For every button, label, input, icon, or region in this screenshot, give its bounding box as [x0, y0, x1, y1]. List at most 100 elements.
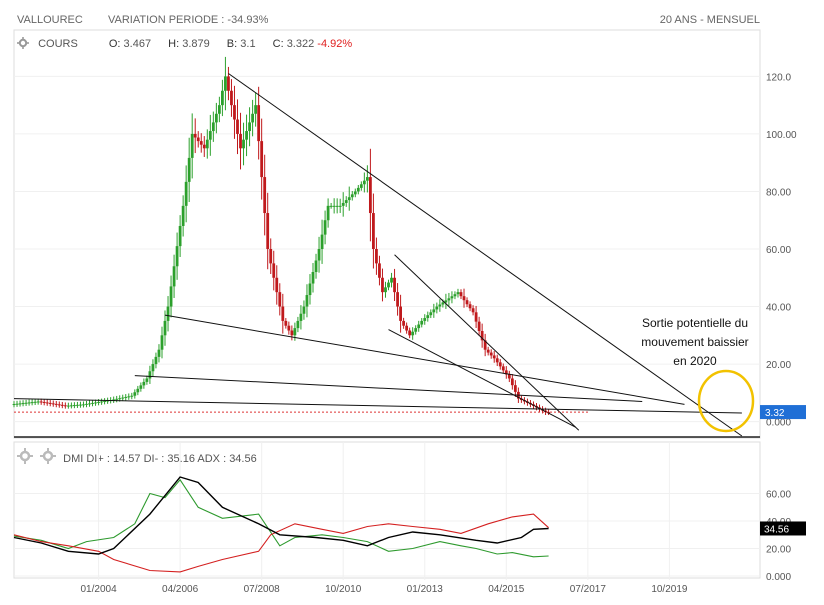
candle-body — [456, 292, 460, 295]
candle-body — [157, 349, 161, 357]
candle-body — [489, 352, 493, 356]
candle-body — [305, 295, 309, 307]
candle-body — [338, 205, 342, 207]
candle-body — [193, 133, 197, 138]
x-tick-label: 01/2004 — [80, 584, 117, 595]
candle-body — [504, 370, 508, 375]
candle-body — [507, 374, 511, 379]
diplus-value: 14.57 — [112, 453, 141, 465]
variation-label: VARIATION PERIODE : — [108, 14, 225, 26]
price-y-tick-label: 60.00 — [766, 245, 791, 256]
candle-body — [115, 398, 119, 400]
di-minus-line — [13, 513, 549, 573]
candle-body — [272, 263, 276, 278]
candle-body — [353, 191, 357, 195]
candle-body — [48, 402, 52, 404]
dmi-y-tick-label: 20.00 — [766, 545, 791, 556]
candle-body — [347, 197, 351, 201]
candle-body — [465, 300, 469, 305]
candle-body — [245, 131, 248, 140]
candle-body — [66, 405, 70, 407]
candle-body — [69, 405, 73, 407]
candle-body — [196, 137, 200, 142]
candle-body — [296, 320, 300, 329]
candle-body — [405, 325, 409, 331]
candle-body — [36, 401, 40, 403]
candle-body — [142, 381, 146, 386]
candle-body — [130, 395, 134, 397]
candle-body — [121, 397, 125, 399]
dmi-name: DMI — [63, 453, 84, 465]
price-series-name: COURS — [38, 38, 78, 50]
candle-body — [429, 312, 433, 316]
candle-body — [175, 246, 179, 267]
candle-body — [362, 180, 366, 185]
candle-body — [275, 277, 279, 293]
last-price-badge — [760, 405, 806, 420]
candle-body — [447, 298, 451, 301]
candle-body — [133, 392, 137, 396]
candle-body — [495, 358, 499, 363]
candle-body — [378, 263, 381, 278]
x-tick-label: 07/2017 — [570, 584, 607, 595]
candle-body — [266, 213, 270, 249]
x-tick-label: 01/2013 — [407, 584, 444, 595]
candle-body — [85, 403, 88, 405]
candle-body — [124, 396, 128, 398]
candle-body — [63, 405, 67, 407]
candle-body — [88, 403, 91, 405]
gear-icon[interactable] — [40, 448, 57, 464]
candle-body — [387, 282, 390, 288]
candle-body — [166, 306, 170, 321]
candle-body — [384, 287, 387, 293]
candle-body — [396, 292, 399, 307]
candle-body — [248, 122, 251, 132]
high-value: 3.879 — [182, 38, 210, 50]
candle-body — [103, 400, 107, 402]
candle-body — [510, 378, 514, 386]
candle-body — [91, 402, 94, 404]
candle-body — [227, 76, 230, 91]
candle-body — [148, 371, 152, 379]
price-panel-frame — [13, 29, 761, 439]
candle-body — [483, 340, 487, 350]
candle-body — [260, 141, 264, 178]
candle-body — [299, 313, 303, 321]
candle-body — [220, 90, 224, 106]
candle-body — [33, 401, 37, 403]
candle-body — [471, 308, 475, 313]
candle-body — [82, 404, 85, 406]
gear-icon[interactable] — [17, 37, 29, 49]
candle-body — [18, 403, 22, 405]
candle-body — [181, 205, 185, 226]
x-tick-label: 10/2010 — [325, 584, 362, 595]
x-tick-label: 07/2008 — [244, 584, 281, 595]
last-price-label: 3.32 — [765, 408, 785, 419]
candle-body — [57, 404, 61, 406]
candle-body — [205, 139, 209, 149]
candle-body — [154, 356, 158, 365]
period-selector[interactable]: 20 ANS - MENSUEL — [659, 14, 760, 26]
candle-body — [21, 403, 25, 405]
candle-body — [79, 404, 82, 406]
candle-body — [184, 181, 188, 206]
candle-body — [498, 362, 502, 367]
x-tick-label: 10/2019 — [651, 584, 688, 595]
ticker-name: VALLOUREC — [17, 14, 83, 26]
candle-body — [423, 318, 427, 321]
x-tick-label: 04/2006 — [162, 584, 199, 595]
candle-body — [208, 131, 212, 140]
candle-body — [118, 398, 122, 400]
candle-body — [420, 320, 424, 325]
candle-body — [127, 396, 131, 398]
price-y-tick-label: 100.00 — [766, 130, 797, 141]
gear-icon[interactable] — [17, 448, 33, 464]
candle-body — [190, 133, 194, 158]
diminus-value: 35.16 — [167, 453, 195, 465]
candle-body — [187, 157, 191, 182]
trendline — [164, 314, 685, 405]
candle-body — [60, 404, 64, 406]
candle-body — [97, 401, 100, 403]
candle-body — [317, 249, 321, 261]
